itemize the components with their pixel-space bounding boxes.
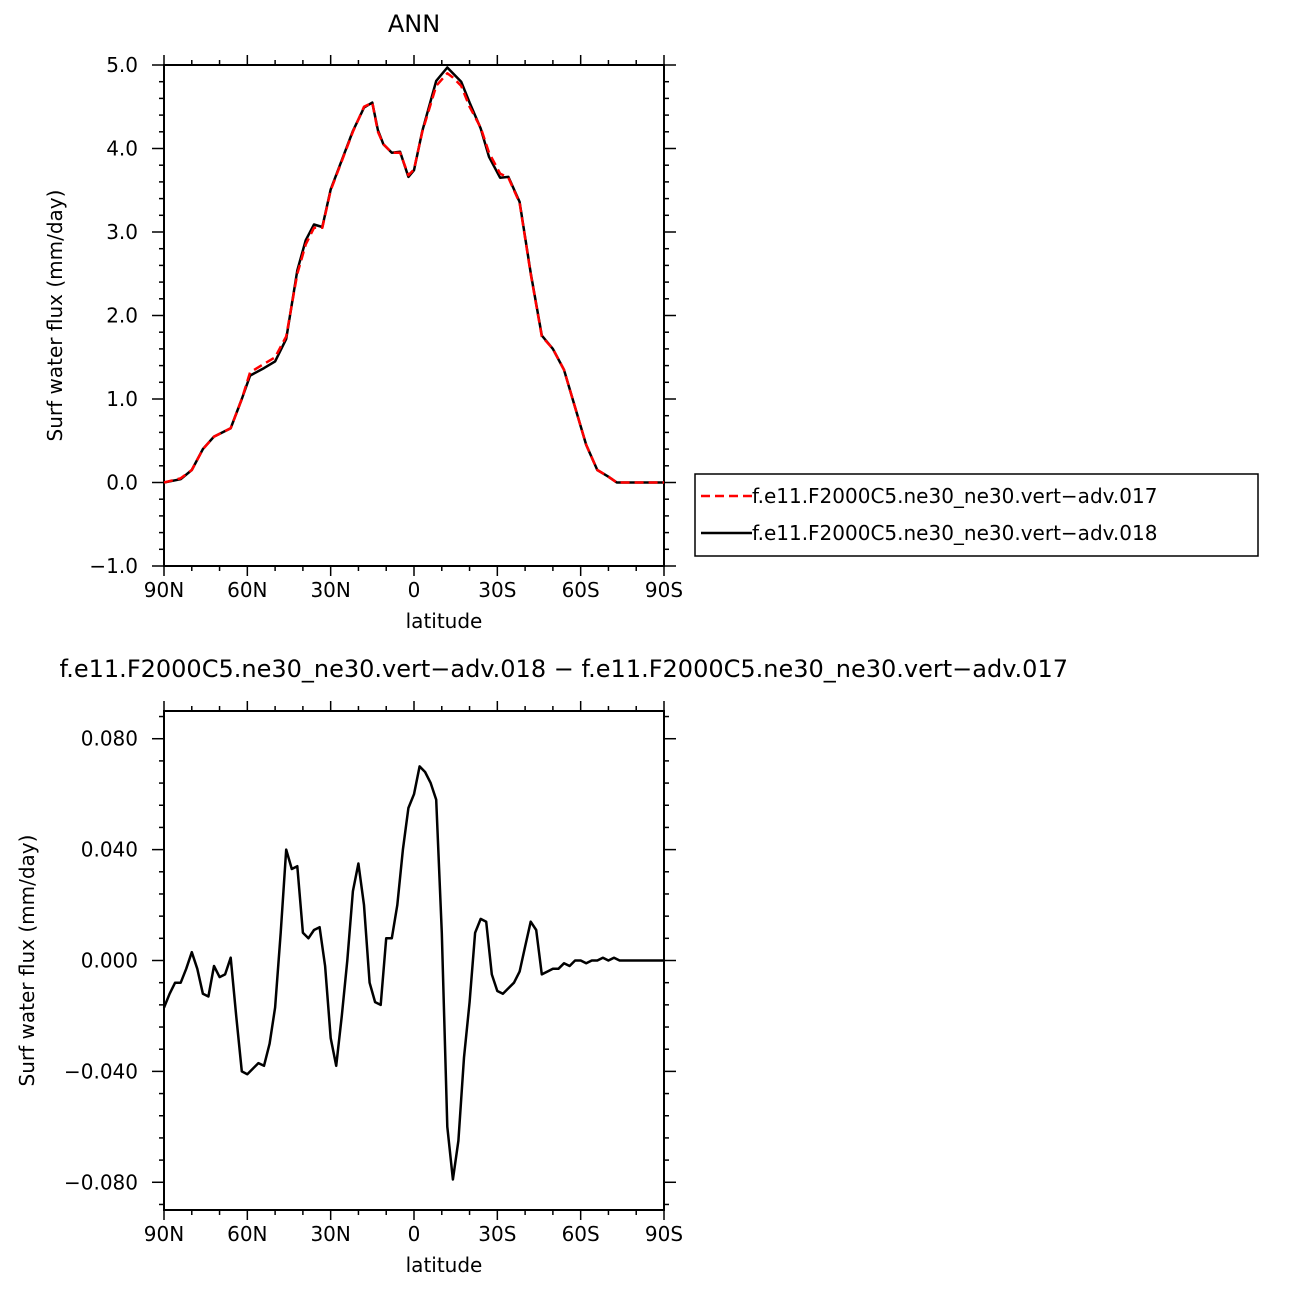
x-tick-label: 30N [310, 1222, 350, 1246]
series-line-1 [163, 66, 664, 484]
series-line-0 [163, 72, 664, 484]
legend-label-0: f.e11.F2000C5.ne30_ne30.vert−adv.017 [752, 484, 1157, 508]
x-tick-label: 0 [408, 1222, 421, 1246]
plot-frame [163, 64, 665, 567]
x-tick-label: 90S [645, 1222, 683, 1246]
x-tick-label: 60N [227, 578, 267, 602]
x-tick-label: 0 [408, 578, 421, 602]
x-tick-label: 30S [478, 578, 516, 602]
x-tick-label: 90N [144, 1222, 184, 1246]
plot-frame [163, 710, 665, 1211]
y-tick-label: −0.080 [64, 1170, 138, 1194]
x-tick-label: 30N [310, 578, 350, 602]
y-tick-label: 0.000 [81, 949, 138, 973]
x-tick-label: 30S [478, 1222, 516, 1246]
y-tick-label: −0.040 [64, 1059, 138, 1083]
y-tick-label: 1.0 [106, 387, 138, 411]
legend-box [694, 473, 1259, 557]
chart-title: ANN [388, 10, 440, 38]
y-tick-label: −1.0 [89, 554, 138, 578]
y-tick-label: 2.0 [106, 304, 138, 328]
y-axis-label: Surf water flux (mm/day) [43, 190, 67, 442]
bottom-panel: f.e11.F2000C5.ne30_ne30.vert−adv.018 − f… [15, 655, 1068, 1277]
y-tick-label: 3.0 [106, 220, 138, 244]
top-panel: ANN 90N 60N 30N 0 30S 60S 90S latitude −1.0 0.0 1.0… [43, 10, 1259, 633]
legend-label-1: f.e11.F2000C5.ne30_ne30.vert−adv.018 [752, 521, 1157, 545]
legend: f.e11.F2000C5.ne30_ne30.vert−adv.017 f.e1… [694, 473, 1259, 557]
y-tick-label: 0.080 [81, 727, 138, 751]
y-tick-label: 0.040 [81, 838, 138, 862]
chart-title: f.e11.F2000C5.ne30_ne30.vert−adv.018 − f… [60, 655, 1068, 683]
x-tick-label: 60S [562, 1222, 600, 1246]
x-axis-label: latitude [406, 1253, 483, 1277]
x-axis-label: latitude [406, 609, 483, 633]
x-tick-label: 90N [144, 578, 184, 602]
x-tick-label: 90S [645, 578, 683, 602]
x-tick-label: 60S [562, 578, 600, 602]
series-line-0 [162, 765, 664, 1181]
x-tick-label: 60N [227, 1222, 267, 1246]
y-tick-label: 5.0 [106, 53, 138, 77]
y-axis-label: Surf water flux (mm/day) [15, 835, 39, 1087]
y-tick-label: 0.0 [106, 471, 138, 495]
y-tick-label: 4.0 [106, 137, 138, 161]
